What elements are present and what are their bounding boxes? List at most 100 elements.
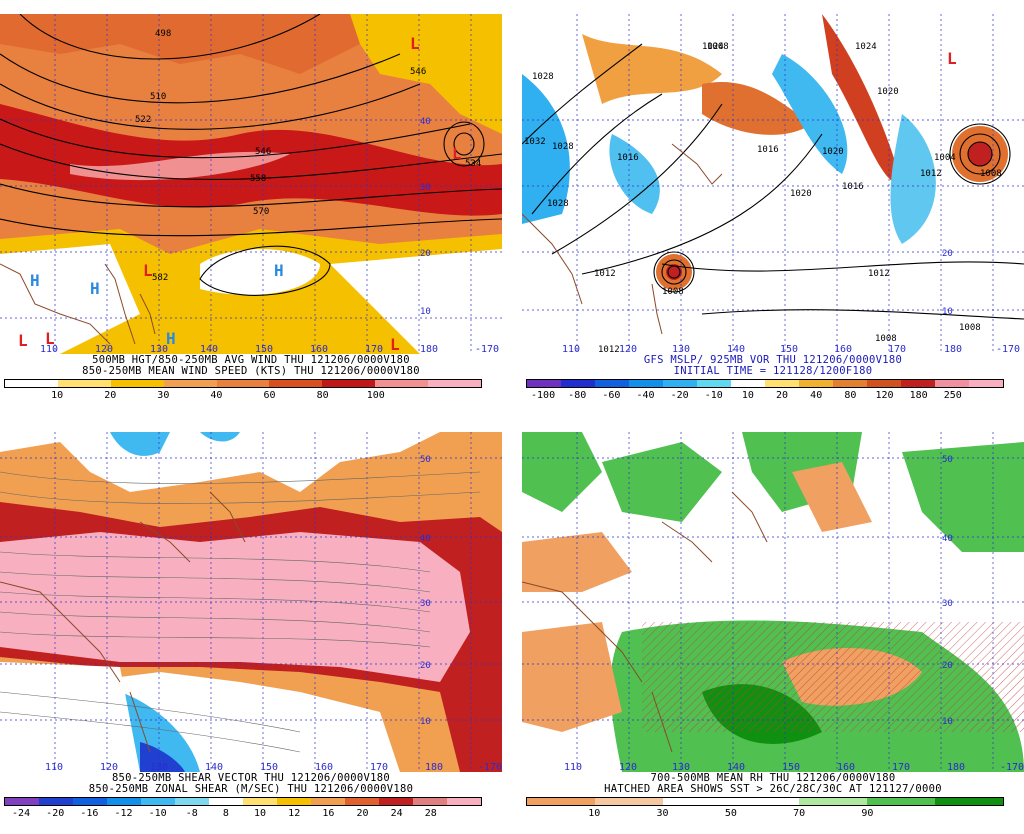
shade-anticyclone xyxy=(200,249,320,295)
high-marker: H xyxy=(90,279,100,298)
low-marker: L xyxy=(390,335,400,354)
lon-label: 150 xyxy=(782,762,800,772)
lat-label-20: 20 xyxy=(420,661,431,671)
height-label: 546 xyxy=(255,147,271,157)
colorbar-tick-label: 250 xyxy=(943,390,962,401)
map-wind-speed: 40 30 20 10 110 120 130 140 150 160 170 … xyxy=(0,14,502,354)
colorbar-tick-label: -10 xyxy=(704,390,723,401)
shear-streamlines xyxy=(0,471,481,753)
colorbar-tick-label: -20 xyxy=(670,390,689,401)
isobar-label: 1028 xyxy=(552,142,574,152)
colorbar-swatch xyxy=(73,798,107,805)
height-label: 558 xyxy=(250,174,266,184)
lon-label: 110 xyxy=(562,344,580,354)
map-mslp: 1028 1032 1028 1024 1028 1020 1016 1020 … xyxy=(522,14,1024,354)
lat-label-30: 30 xyxy=(942,599,953,609)
lon-label: 130 xyxy=(150,344,168,354)
jet-max xyxy=(70,151,290,181)
rh-moist xyxy=(902,442,1024,552)
height-label: 534 xyxy=(465,159,481,169)
colorbar-swatch xyxy=(216,380,270,387)
lon-label: 110 xyxy=(45,762,63,772)
colorbar-tick-label: 28 xyxy=(424,808,437,819)
isobar-label: 1024 xyxy=(702,42,724,52)
caption-line-1: 500MB HGT/850-250MB AVG WIND THU 121206/… xyxy=(92,354,410,366)
coastline xyxy=(522,143,723,335)
rh-dry xyxy=(522,622,622,732)
lon-label: 170 xyxy=(365,344,383,354)
lon-label: 120 xyxy=(619,762,637,772)
map-rh: 50 40 30 20 10 110 120 130 140 150 160 1… xyxy=(522,432,1024,772)
isobar-label: 1012 xyxy=(594,269,616,279)
colorbar-swatch xyxy=(379,798,413,805)
colorbar-tick-label: 50 xyxy=(724,808,737,819)
coastline xyxy=(0,263,156,345)
colorbar-tick-label: -10 xyxy=(148,808,167,819)
colorbar-tick-label: 90 xyxy=(861,808,874,819)
isobar-label: 1012 xyxy=(598,345,620,354)
lat-label-10: 10 xyxy=(942,717,953,727)
lat-label-40: 40 xyxy=(942,534,953,544)
lon-label: 160 xyxy=(315,762,333,772)
lon-label: -170 xyxy=(1000,762,1024,772)
colorbar-swatch xyxy=(447,798,481,805)
colorbar-tick-label: 180 xyxy=(909,390,928,401)
colorbar-swatch xyxy=(935,798,1003,805)
colorbar-tick-label: -12 xyxy=(114,808,133,819)
grid-lines xyxy=(0,14,502,354)
colorbar-swatch xyxy=(731,798,799,805)
lon-label: -170 xyxy=(475,344,499,354)
map-svg-shear: 50 40 30 20 10 110 120 130 140 150 160 1… xyxy=(0,432,502,772)
lon-label: 180 xyxy=(420,344,438,354)
colorbar-ticks: -100 -80 -60 -40 -20 -10 10 20 40 80 120 180 250 xyxy=(526,390,1004,402)
colorbar-swatch xyxy=(5,798,39,805)
map-svg-rh: 50 40 30 20 10 110 120 130 140 150 160 1… xyxy=(522,432,1024,772)
vort-negative xyxy=(890,114,936,244)
caption-line-1: GFS MSLP/ 925MB VOR THU 121206/0000V180 xyxy=(643,354,903,366)
isobar-label: 1008 xyxy=(707,42,729,52)
colorbar-tick-label: -100 xyxy=(531,390,556,401)
lat-label-30: 30 xyxy=(420,183,431,193)
shear-negative xyxy=(110,432,170,456)
colorbar-tick-label: -8 xyxy=(185,808,198,819)
lat-label-20: 20 xyxy=(942,661,953,671)
lon-label: 120 xyxy=(619,344,637,354)
lon-label: 110 xyxy=(564,762,582,772)
caption-line-2: 850-250MB ZONAL SHEAR (M/SEC) THU 121206… xyxy=(88,783,414,795)
colorbar-swatch xyxy=(269,380,323,387)
lat-label-20: 20 xyxy=(420,249,431,259)
isobar-label: 1028 xyxy=(532,72,554,82)
colorbar-swatch xyxy=(561,380,595,387)
colorbar xyxy=(526,797,1004,806)
lat-label-40: 40 xyxy=(420,117,431,127)
colorbar xyxy=(526,379,1004,388)
colorbar-swatch xyxy=(969,380,1003,387)
isobar-label: 1012 xyxy=(868,269,890,279)
vort-positive xyxy=(702,82,812,135)
vort-positive xyxy=(822,14,902,185)
colorbar-swatch xyxy=(107,798,141,805)
map-svg-mslp: 1028 1032 1028 1024 1028 1020 1016 1020 … xyxy=(522,14,1024,354)
colorbar-swatch xyxy=(799,380,833,387)
rh-dry xyxy=(792,462,872,532)
isobar-label: 1004 xyxy=(934,153,956,163)
isobar-label: 1008 xyxy=(959,323,981,333)
grid-lines xyxy=(522,432,1024,772)
colorbar-tick-label: 16 xyxy=(322,808,335,819)
isobar-label: 1024 xyxy=(855,42,877,52)
lon-label: 180 xyxy=(425,762,443,772)
colorbar-tick-label: 10 xyxy=(51,390,64,401)
colorbar-tick-label: 70 xyxy=(793,808,806,819)
colorbar-tick-label: 120 xyxy=(875,390,894,401)
colorbar xyxy=(4,379,482,388)
lon-label: 160 xyxy=(834,344,852,354)
isobar-label: 1028 xyxy=(547,199,569,209)
colorbar-ticks: 10 20 30 40 60 80 100 xyxy=(4,390,482,402)
colorbar-swatch xyxy=(428,380,482,387)
colorbar-swatch xyxy=(175,798,209,805)
shade-west-tropics xyxy=(0,244,140,354)
colorbar-swatch xyxy=(209,798,243,805)
low-marker: L xyxy=(45,329,55,348)
high-marker: H xyxy=(30,271,40,290)
high-marker: H xyxy=(166,329,176,348)
